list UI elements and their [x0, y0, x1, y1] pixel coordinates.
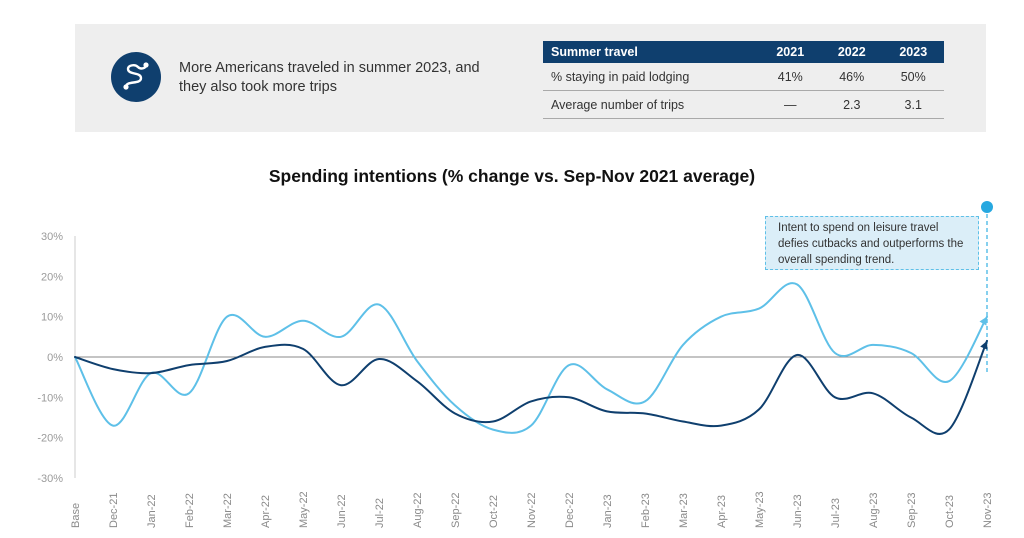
- summary-travel-table: Summer travel 2021 2022 2023 % staying i…: [543, 41, 944, 119]
- x-tick-label: Apr-22: [260, 495, 272, 528]
- x-tick-label: Jun-22: [336, 494, 348, 528]
- y-tick-label: -10%: [37, 392, 63, 404]
- y-tick-label: 30%: [41, 231, 63, 243]
- series-arrowhead-1: [979, 316, 987, 326]
- x-tick-label: Oct-23: [944, 495, 956, 528]
- x-tick-label: May-23: [754, 491, 766, 528]
- x-tick-label: Jan-22: [146, 494, 158, 528]
- y-tick-label: 0%: [47, 352, 63, 364]
- x-tick-label: Jan-23: [602, 494, 614, 528]
- summary-panel: More Americans traveled in summer 2023, …: [75, 24, 986, 132]
- x-tick-label: Mar-22: [222, 493, 234, 528]
- x-tick-label: Sep-22: [450, 493, 462, 528]
- x-tick-label: May-22: [298, 491, 310, 528]
- y-tick-label: -30%: [37, 473, 63, 485]
- x-tick-label: Aug-23: [868, 493, 880, 528]
- table-header-label: Summer travel: [543, 41, 760, 63]
- series-line-2: [74, 339, 988, 435]
- table-header-2022: 2022: [821, 41, 883, 63]
- y-tick-label: 20%: [41, 271, 63, 283]
- x-tick-label: Nov-22: [526, 493, 538, 528]
- series-line-1: [74, 282, 988, 434]
- x-tick-label: Sep-23: [906, 493, 918, 528]
- table-cell: 41%: [759, 63, 822, 91]
- x-tick-label: Feb-23: [640, 493, 652, 528]
- table-header-2023: 2023: [882, 41, 944, 63]
- table-cell: 46%: [821, 63, 883, 91]
- table-row: Average number of trips — 2.3 3.1: [543, 90, 944, 119]
- x-tick-label: Aug-22: [412, 493, 424, 528]
- x-tick-label: Base: [70, 503, 82, 528]
- x-tick-label: Jul-22: [374, 498, 386, 528]
- travel-route-icon: [111, 52, 161, 102]
- table-cell: 2.3: [821, 90, 883, 119]
- series-arrowhead-2: [980, 340, 988, 350]
- chart-annotation: Intent to spend on leisure travel defies…: [765, 216, 979, 270]
- y-tick-label: 10%: [41, 312, 63, 324]
- summary-headline: More Americans traveled in summer 2023, …: [179, 60, 480, 95]
- x-tick-label: Feb-22: [184, 493, 196, 528]
- x-tick-label: Mar-23: [678, 493, 690, 528]
- x-tick-label: Oct-22: [488, 495, 500, 528]
- x-tick-label: Dec-21: [108, 493, 120, 528]
- x-tick-label: Jul-23: [830, 498, 842, 528]
- table-header-row: Summer travel 2021 2022 2023: [543, 41, 944, 63]
- table-cell: —: [759, 90, 822, 119]
- x-tick-label: Jun-23: [792, 494, 804, 528]
- chart-title: Spending intentions (% change vs. Sep-No…: [268, 166, 756, 186]
- x-tick-label: Dec-22: [564, 493, 576, 528]
- table-cell: 3.1: [882, 90, 944, 119]
- table-cell: 50%: [882, 63, 944, 91]
- x-tick-label: Nov-23: [982, 493, 994, 528]
- table-header-2021: 2021: [759, 41, 822, 63]
- y-tick-label: -20%: [37, 433, 63, 445]
- x-tick-label: Apr-23: [716, 495, 728, 528]
- table-row-label: % staying in paid lodging: [543, 63, 760, 91]
- annotation-dot: [981, 201, 993, 213]
- table-row-label: Average number of trips: [543, 90, 760, 119]
- table-row: % staying in paid lodging 41% 46% 50%: [543, 63, 944, 91]
